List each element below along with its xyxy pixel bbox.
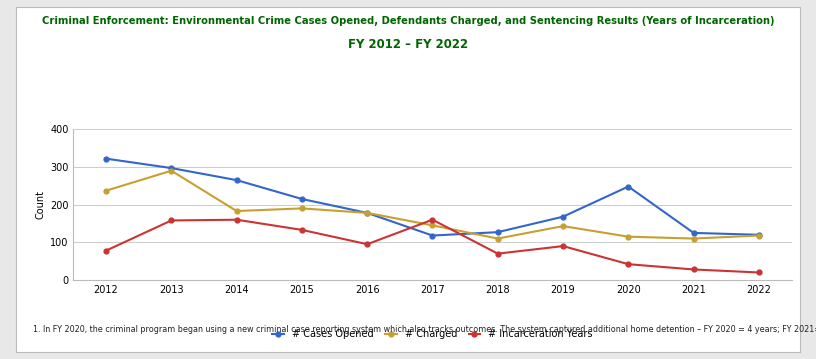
- Text: 1. In FY 2020, the criminal program began using a new criminal case reporting sy: 1. In FY 2020, the criminal program bega…: [33, 325, 816, 334]
- Text: Criminal Enforcement: Environmental Crime Cases Opened, Defendants Charged, and : Criminal Enforcement: Environmental Crim…: [42, 16, 774, 26]
- # Cases Opened: [493, 230, 503, 234]
- # Cases Opened: [166, 166, 176, 170]
- # Cases Opened: [689, 231, 698, 235]
- # Cases Opened: [232, 178, 242, 182]
- # Cases Opened: [101, 157, 111, 161]
- # Incarceration Years: [232, 218, 242, 222]
- # Charged: [493, 236, 503, 241]
- # Incarceration Years: [689, 267, 698, 272]
- # Cases Opened: [558, 215, 568, 219]
- # Charged: [362, 211, 372, 215]
- # Cases Opened: [623, 185, 633, 189]
- Line: # Charged: # Charged: [104, 168, 761, 241]
- # Incarceration Years: [297, 228, 307, 232]
- # Incarceration Years: [362, 242, 372, 246]
- # Incarceration Years: [493, 251, 503, 256]
- Y-axis label: Count: Count: [36, 190, 46, 219]
- Text: FY 2012 – FY 2022: FY 2012 – FY 2022: [348, 38, 468, 51]
- # Charged: [232, 209, 242, 213]
- # Cases Opened: [297, 197, 307, 201]
- # Incarceration Years: [428, 218, 437, 222]
- # Incarceration Years: [558, 244, 568, 248]
- # Charged: [101, 188, 111, 193]
- # Incarceration Years: [101, 248, 111, 253]
- # Cases Opened: [428, 233, 437, 238]
- Line: # Cases Opened: # Cases Opened: [104, 156, 761, 238]
- # Charged: [166, 169, 176, 173]
- # Cases Opened: [362, 211, 372, 215]
- # Incarceration Years: [754, 270, 764, 275]
- # Incarceration Years: [623, 262, 633, 266]
- # Cases Opened: [754, 233, 764, 237]
- # Charged: [558, 224, 568, 228]
- Line: # Incarceration Years: # Incarceration Years: [104, 217, 761, 275]
- Legend: # Cases Opened, # Charged, # Incarceration Years: # Cases Opened, # Charged, # Incarcerati…: [268, 325, 596, 343]
- # Charged: [754, 233, 764, 238]
- # Incarceration Years: [166, 218, 176, 223]
- # Charged: [623, 234, 633, 239]
- # Charged: [689, 236, 698, 241]
- # Charged: [297, 206, 307, 210]
- # Charged: [428, 223, 437, 228]
